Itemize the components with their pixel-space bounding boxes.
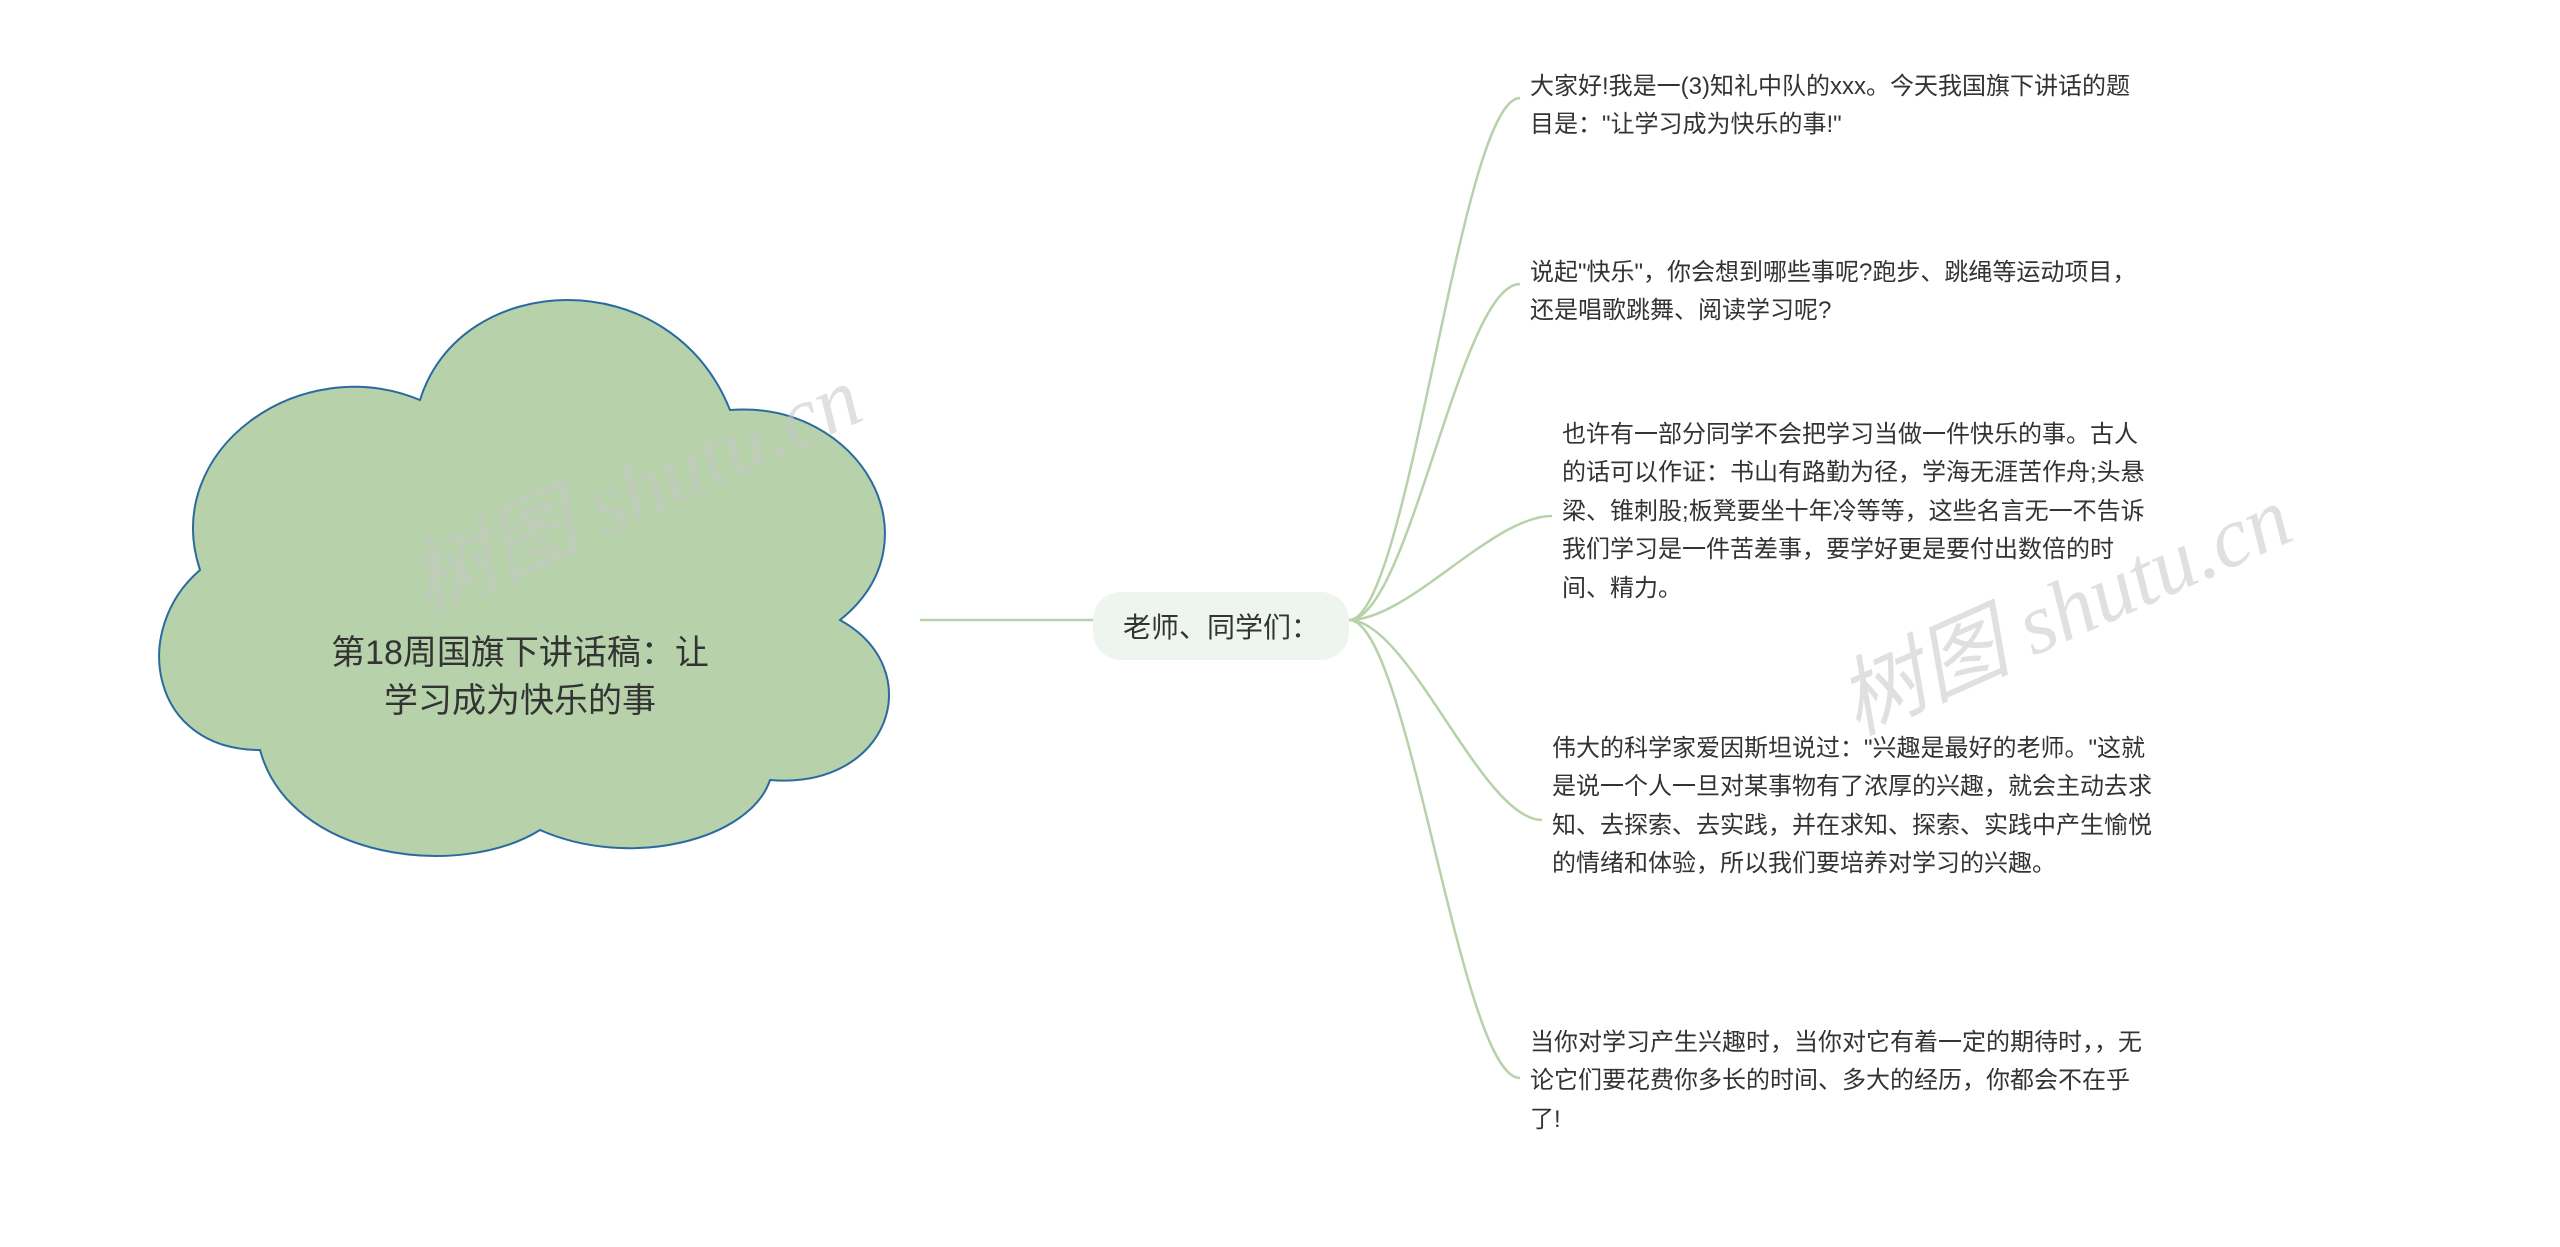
leaf-text: 说起"快乐"，你会想到哪些事呢?跑步、跳绳等运动项目，还是唱歌跳舞、阅读学习呢? [1530, 254, 2150, 331]
root-title-line2: 学习成为快乐的事 [384, 682, 656, 720]
leaf-text: 伟大的科学家爱因斯坦说过："兴趣是最好的老师。"这就是说一个人一旦对某事物有了浓… [1552, 730, 2152, 884]
leaf-node[interactable]: 大家好!我是一(3)知礼中队的xxx。今天我国旗下讲话的题目是："让学习成为快乐… [1530, 68, 2150, 145]
root-node[interactable]: 第18周国旗下讲话稿：让 学习成为快乐的事 [110, 230, 920, 870]
mid-node-label: 老师、同学们： [1123, 612, 1319, 643]
leaf-node[interactable]: 说起"快乐"，你会想到哪些事呢?跑步、跳绳等运动项目，还是唱歌跳舞、阅读学习呢? [1530, 254, 2150, 331]
leaf-node[interactable]: 也许有一部分同学不会把学习当做一件快乐的事。古人的话可以作证：书山有路勤为径，学… [1562, 416, 2152, 608]
mid-node[interactable]: 老师、同学们： [1093, 592, 1349, 660]
root-title-line1: 第18周国旗下讲话稿：让 [331, 634, 709, 672]
leaf-node[interactable]: 当你对学习产生兴趣时，当你对它有着一定的期待时，，无论它们要花费你多长的时间、多… [1530, 1024, 2150, 1139]
leaf-text: 大家好!我是一(3)知礼中队的xxx。今天我国旗下讲话的题目是："让学习成为快乐… [1530, 68, 2150, 145]
leaf-text: 也许有一部分同学不会把学习当做一件快乐的事。古人的话可以作证：书山有路勤为径，学… [1562, 416, 2152, 608]
root-title: 第18周国旗下讲话稿：让 学习成为快乐的事 [270, 630, 770, 725]
leaf-text: 当你对学习产生兴趣时，当你对它有着一定的期待时，，无论它们要花费你多长的时间、多… [1530, 1024, 2150, 1139]
mindmap-canvas: 第18周国旗下讲话稿：让 学习成为快乐的事 老师、同学们： 大家好!我是一(3)… [0, 0, 2560, 1247]
leaf-node[interactable]: 伟大的科学家爱因斯坦说过："兴趣是最好的老师。"这就是说一个人一旦对某事物有了浓… [1552, 730, 2152, 884]
